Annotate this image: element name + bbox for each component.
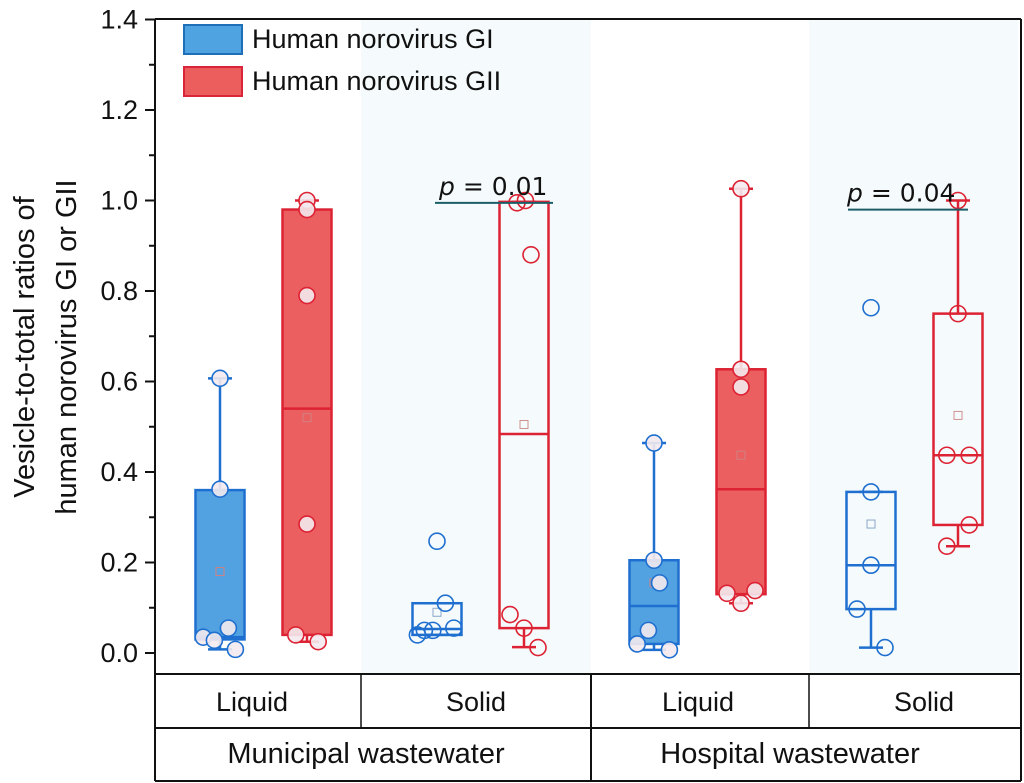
data-point [639, 621, 658, 640]
data-point [211, 480, 229, 498]
data-point [949, 304, 967, 323]
gii-box-2 [715, 179, 767, 613]
group-label-1: Hospital wastewater [660, 738, 920, 770]
data-point [226, 640, 245, 659]
gi-box-1 [408, 532, 463, 644]
legend-swatch-gii [183, 66, 243, 97]
data-point [876, 638, 894, 657]
p-symbol: p [846, 179, 863, 208]
p-value-label: p = 0.04 [846, 179, 955, 208]
p-value-annotation: p = 0.04 [846, 179, 968, 211]
mean-marker [953, 410, 963, 420]
mean-marker [736, 450, 746, 460]
p-symbol: p [438, 172, 455, 201]
data-point [501, 605, 519, 624]
data-point [718, 584, 736, 603]
data-point [732, 378, 750, 396]
category-shading [361, 19, 1018, 674]
y-tick-label: 0.0 [100, 638, 138, 668]
mean-marker [215, 567, 225, 577]
mean-marker [519, 419, 529, 429]
data-point [949, 191, 967, 210]
data-point [645, 551, 663, 570]
legend-label-gi: Human norovirus GI [252, 24, 494, 54]
iqr-box [498, 200, 550, 630]
data-point [937, 446, 956, 465]
mean-marker [866, 519, 876, 529]
iqr-box [281, 208, 333, 637]
data-point [309, 632, 328, 651]
data-point [298, 200, 316, 219]
iqr-box [932, 312, 984, 527]
y-axis: 0.0 0.2 0.4 0.6 0.8 1.0 1.2 1.4 [100, 5, 156, 674]
data-point [444, 619, 463, 637]
y-tick-label: 1.4 [100, 5, 138, 35]
category-shade-1 [361, 19, 591, 674]
gii-box-0 [281, 191, 333, 651]
data-point [645, 434, 663, 452]
p-value-annotation: p = 0.01 [435, 172, 553, 204]
data-point [650, 574, 669, 592]
category-label-3: Solid [894, 687, 954, 717]
data-point [660, 641, 679, 659]
p-value-text: = 0.01 [455, 172, 548, 201]
gi-box-0 [194, 369, 246, 659]
gi-box-3 [845, 298, 897, 657]
data-point [286, 626, 305, 644]
group-label-0: Municipal wastewater [227, 738, 505, 770]
y-axis-label-line-2: human norovirus GI or GII [51, 179, 83, 514]
data-point [862, 298, 880, 317]
data-point [515, 619, 533, 637]
data-point [211, 369, 229, 388]
iqr-box [715, 368, 767, 596]
data-point [298, 515, 316, 533]
data-point [732, 594, 750, 613]
p-value-text: = 0.04 [863, 179, 956, 208]
legend-label-gii: Human norovirus GII [252, 66, 501, 96]
significance-annotations: p = 0.01 p = 0.04 [435, 172, 968, 211]
data-point [298, 286, 316, 305]
iqr-box [194, 488, 246, 641]
data-point [937, 537, 956, 556]
plot-frame [155, 18, 1022, 674]
category-shade-3 [809, 19, 1018, 674]
mean-marker [302, 413, 312, 423]
category-table: Liquid Solid Liquid Solid Municipal wastewat… [154, 673, 1022, 782]
legend-swatch-gi [183, 24, 243, 55]
data-point [960, 516, 979, 534]
gi-box-2 [628, 434, 680, 659]
gii-box-3 [932, 191, 984, 556]
data-point [862, 483, 880, 501]
y-tick-label: 0.8 [100, 276, 138, 306]
data-point [732, 179, 750, 198]
mean-marker [432, 607, 442, 617]
data-point [746, 581, 764, 600]
data-point [219, 619, 238, 637]
data-point [522, 246, 540, 264]
data-point [436, 594, 455, 613]
data-point [732, 360, 750, 379]
data-point [960, 446, 979, 465]
y-tick-label: 1.0 [100, 186, 138, 216]
data-point [408, 626, 427, 644]
y-tick-label: 0.6 [100, 367, 138, 397]
legend: Human norovirus GI Human norovirus GII [183, 24, 501, 97]
p-value-label: p = 0.01 [438, 172, 547, 201]
data-point [529, 638, 547, 657]
data-point [205, 631, 224, 650]
y-tick-label: 0.4 [100, 457, 138, 487]
data-point [862, 556, 880, 575]
category-label-2: Liquid [662, 687, 734, 717]
category-label-0: Liquid [216, 687, 288, 717]
y-axis-label-line-1: Vesicle-to-total ratios of [9, 195, 41, 497]
data-point [628, 635, 647, 653]
category-label-1: Solid [446, 687, 506, 717]
data-point [516, 191, 535, 210]
data-point [428, 532, 446, 551]
y-tick-label: 1.2 [100, 95, 138, 125]
iqr-box [845, 490, 897, 611]
data-point [848, 600, 866, 618]
y-tick-label: 0.2 [100, 548, 138, 578]
